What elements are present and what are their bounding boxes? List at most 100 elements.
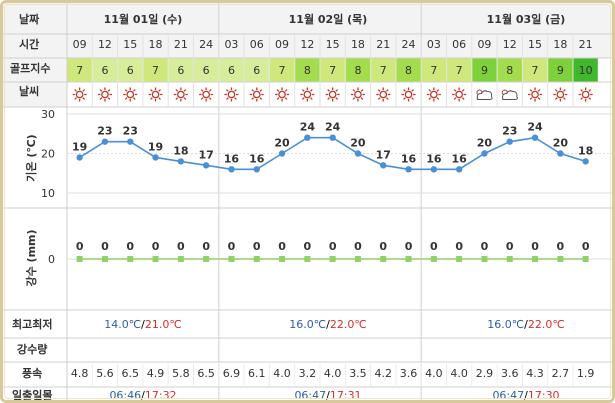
temp-point: [329, 134, 336, 141]
sunrise-day-1: 06:46: [109, 389, 141, 402]
precip-point: [380, 256, 387, 262]
day-header-2: 11월 02일 (목): [289, 12, 368, 26]
golf-index-value: 7: [456, 64, 463, 77]
temp-point: [481, 150, 488, 157]
temperature-chart: 10 20 30 19 23 23 19 18 17 16 16 20 24 24 20 17 16 16 16 20…: [41, 108, 612, 200]
sun-icon: [376, 87, 391, 102]
golf-index-value: 9: [481, 64, 488, 77]
golf-index-value: 6: [228, 64, 235, 77]
row-label-wind: 풍속: [22, 367, 42, 380]
golf-index-value: 7: [532, 64, 539, 77]
hour-label: 15: [326, 38, 340, 51]
minmax-day-1: 14.0℃/21.0℃: [104, 318, 181, 331]
golf-index-cell: [295, 58, 320, 82]
sun-icon: [452, 87, 467, 102]
precip-point: [228, 256, 235, 262]
temp-data-label: 17: [198, 148, 213, 161]
row-label-precip: 강수 (mm): [24, 229, 38, 286]
sun-icon: [350, 87, 365, 102]
golf-index-row: 7 6 6 7 6 6 6 6 7 8 7 8 7 8 7 7 9 8 7 9 10: [67, 58, 598, 82]
row-label-weather: 날씨: [19, 84, 39, 98]
temp-data-label: 16: [224, 152, 240, 165]
temp-tick-label: 30: [41, 108, 55, 121]
sun-icon: [224, 87, 239, 102]
golf-index-value: 8: [354, 64, 361, 77]
max-temp-day-2: 22.0℃: [330, 318, 367, 331]
wind-value: 5.6: [96, 367, 114, 380]
temp-point: [278, 150, 286, 157]
hour-label: 15: [123, 38, 137, 51]
golf-index-cell: [472, 58, 497, 82]
sun-icon: [249, 87, 264, 102]
temp-point: [253, 166, 260, 173]
precip-data-label: 0: [76, 240, 84, 253]
weather-row: [72, 87, 593, 102]
temp-data-label: 16: [249, 152, 265, 165]
precip-point: [582, 256, 589, 262]
sun-sep-day-3: /: [524, 389, 528, 402]
precip-point: [430, 256, 437, 262]
sun-icon: [325, 87, 340, 102]
golf-index-value: 7: [430, 64, 437, 77]
golf-index-cell: [497, 58, 522, 82]
golf-index-value: 6: [101, 64, 108, 77]
minmax-sep-day-1: /: [141, 318, 145, 331]
temp-data-label: 23: [502, 125, 517, 138]
precip-point: [127, 256, 134, 262]
precip-point: [532, 256, 539, 262]
precip-data-label: 0: [329, 240, 337, 253]
row-label-date: 날짜: [19, 12, 40, 26]
temp-point: [506, 138, 513, 145]
temp-data-label: 20: [477, 137, 493, 150]
golf-index-cell: [421, 58, 446, 82]
precip-point: [253, 256, 260, 262]
precip-point: [354, 256, 361, 262]
temp-point: [557, 150, 564, 157]
wind-value: 4.8: [71, 367, 89, 380]
wind-value: 3.6: [400, 367, 418, 380]
golf-index-cell: [269, 58, 295, 82]
temp-point: [202, 162, 210, 169]
sun-icon: [300, 87, 315, 102]
temp-data-label: 20: [350, 137, 366, 150]
max-temp-day-1: 21.0℃: [145, 318, 182, 331]
sun-times-day-2: 06:47/17:31: [294, 389, 361, 402]
temp-data-label: 19: [72, 140, 87, 153]
wind-value: 6.5: [122, 367, 140, 380]
hour-label: 09: [275, 38, 289, 51]
hour-label: 21: [174, 38, 188, 51]
sun-times-day-1: 06:46/17:32: [109, 389, 176, 402]
golf-index-value: 8: [304, 64, 311, 77]
temp-point: [531, 134, 539, 141]
temp-point: [430, 166, 438, 173]
minmax-day-3: 16.0℃/22.0℃: [487, 318, 564, 331]
temp-point: [177, 158, 185, 165]
sunset-day-1: 17:32: [145, 389, 177, 402]
hour-label: 12: [503, 38, 517, 51]
golf-index-value: 7: [329, 64, 336, 77]
precip-point: [329, 256, 336, 262]
temp-data-label: 23: [97, 125, 112, 138]
sun-icon: [578, 87, 593, 102]
precip-data-label: 0: [455, 240, 463, 253]
precip-data-label: 0: [557, 240, 565, 253]
golf-index-value: 10: [579, 64, 593, 77]
temp-point: [228, 166, 235, 173]
temp-data-label: 16: [401, 152, 417, 165]
temp-point: [152, 154, 159, 161]
sunset-day-2: 17:31: [330, 389, 362, 402]
precip-data-label: 0: [228, 240, 236, 253]
cloud-icon: [476, 89, 493, 100]
hour-label: 18: [351, 38, 365, 51]
precip-point: [405, 256, 412, 262]
temp-point: [380, 162, 387, 169]
precip-point: [203, 256, 210, 262]
precip-data-label: 0: [253, 240, 261, 253]
temp-point: [101, 138, 109, 145]
precip-data-label: 0: [481, 240, 489, 253]
max-temp-day-3: 22.0℃: [528, 318, 565, 331]
row-label-minmax: 최고최저: [12, 317, 52, 331]
sun-icon: [123, 87, 138, 102]
minmax-day-2: 16.0℃/22.0℃: [289, 318, 366, 331]
temp-data-label: 18: [173, 144, 188, 157]
